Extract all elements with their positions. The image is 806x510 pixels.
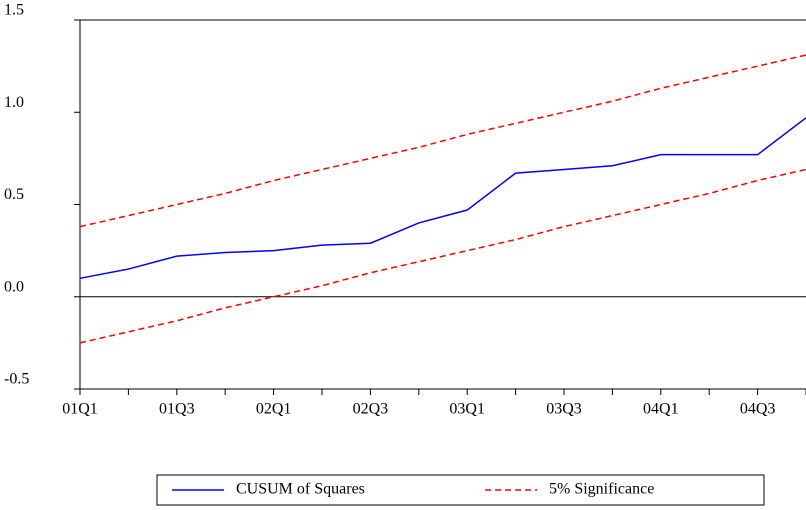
series-line xyxy=(79,117,806,280)
y-tick-label: 0.0 xyxy=(4,278,24,295)
x-tick-label: 03Q1 xyxy=(449,401,485,418)
x-tick-label: 01Q1 xyxy=(62,401,98,418)
y-tick-label: -0.5 xyxy=(4,371,29,388)
y-tick-label: 0.5 xyxy=(4,186,24,203)
x-tick-label: 02Q1 xyxy=(256,401,292,418)
x-tick-label: 03Q3 xyxy=(546,401,582,418)
legend-label: CUSUM of Squares xyxy=(236,481,365,498)
x-tick-label: 02Q3 xyxy=(353,401,389,418)
y-tick-label: 1.0 xyxy=(4,94,24,111)
x-tick-label: 04Q1 xyxy=(643,401,679,418)
series-line xyxy=(79,54,806,228)
legend-label: 5% Significance xyxy=(549,481,654,498)
x-tick-label: 04Q3 xyxy=(740,401,776,418)
legend-box xyxy=(156,474,765,506)
x-tick-label: 01Q3 xyxy=(159,401,195,418)
series-line xyxy=(79,168,806,344)
y-tick-label: 1.5 xyxy=(4,2,24,19)
